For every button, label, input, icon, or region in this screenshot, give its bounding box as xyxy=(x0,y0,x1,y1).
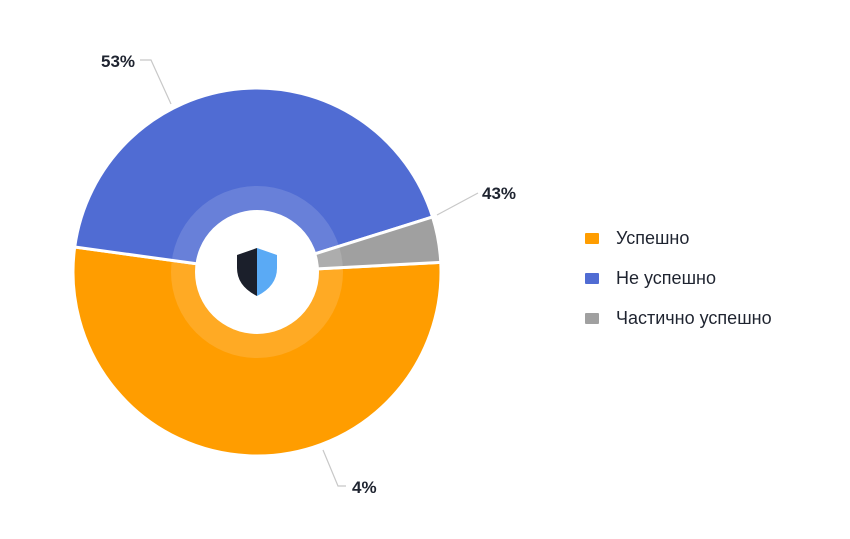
legend-item-success: Успешно xyxy=(585,218,772,258)
legend-item-not-success: Не успешно xyxy=(585,258,772,298)
legend-item-partial: Частично успешно xyxy=(585,298,772,338)
shield-icon xyxy=(237,248,277,296)
leader-lines xyxy=(140,59,479,487)
legend-label-partial: Частично успешно xyxy=(616,307,772,328)
legend-label-success: Успешно xyxy=(616,227,690,248)
pct-label-slice-partial: 4% xyxy=(352,478,377,497)
legend: Успешно Не успешно Частично успешно xyxy=(585,218,772,338)
leader-line-slice-partial xyxy=(322,449,346,487)
legend-swatch-success xyxy=(585,232,599,244)
legend-label-not-success: Не успешно xyxy=(616,267,716,288)
pct-label-slice-not-success: 43% xyxy=(482,184,516,203)
donut-slices xyxy=(71,86,443,458)
slice-not-success xyxy=(73,86,435,274)
slice-success xyxy=(71,245,443,458)
legend-swatch-not-success xyxy=(585,272,599,284)
legend-swatch-partial xyxy=(585,312,599,324)
leader-line-slice-not-success xyxy=(436,192,479,216)
slice-labels: 53% 43% 4% xyxy=(101,52,516,497)
pct-label-slice-success: 53% xyxy=(101,52,135,71)
leader-line-slice-success xyxy=(140,59,172,105)
